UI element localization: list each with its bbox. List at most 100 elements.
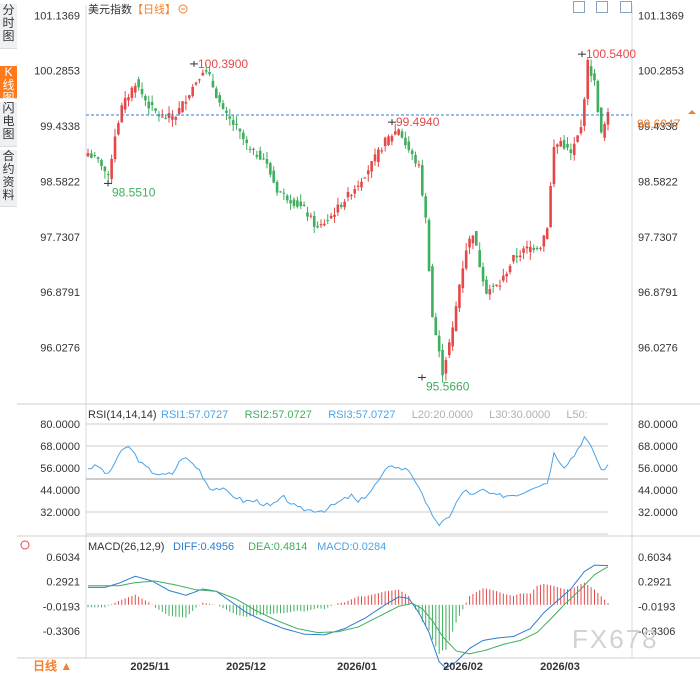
y-tick-right: 101.1369 [638,10,684,22]
candle-body [478,250,481,268]
candle-body [117,123,120,135]
candle-body [471,235,475,244]
candle-body [350,195,353,197]
candle-body [589,66,593,76]
annotation-label: 98.5510 [112,185,156,199]
candle-body [380,150,384,152]
candle-body [103,166,107,172]
current-price-label: 99.6047 [637,117,681,131]
candle-body [603,124,606,138]
candle-body [154,108,157,111]
candle-body [447,342,451,356]
candle-body [272,170,276,183]
sun-icon [20,540,30,550]
candle-body [356,185,360,187]
candle-body [296,200,299,207]
x-tick-label: 2025/12 [226,661,266,673]
candle-body [552,146,556,185]
candle-body [242,132,245,140]
candle-body [106,174,110,176]
candle-body [292,199,296,206]
candle-body [488,289,492,295]
chart-title: 美元指数【日线】 [88,2,176,16]
candle-body [144,95,147,101]
x-tick-label: 2026/01 [337,661,377,673]
candle-body [502,275,505,281]
candle-body [491,285,495,287]
macd-y-tick-right: 0.2921 [638,577,672,589]
macd-legend-item: MACD:0.0284 [317,541,386,553]
y-tick-left: 97.7307 [40,232,80,244]
rsi-legend-item: L30:30.0000 [489,409,550,421]
macd-diff-line [88,564,608,669]
candle-body [579,127,583,134]
candle-body [86,153,90,157]
candle-body [529,246,532,253]
rsi-y-tick-right: 80.0000 [638,419,678,431]
y-tick-right: 96.8791 [638,287,678,299]
candle-body [90,153,93,158]
candle-body [235,123,238,126]
candle-body [542,235,546,247]
candle-body [417,164,421,166]
side-tab-0[interactable]: 分时图 [0,4,17,49]
expand-icon[interactable] [573,1,585,13]
candle-body [441,349,444,376]
candle-body [252,148,255,150]
rsi-title: RSI(14,14,14) [88,409,156,421]
side-tab-2[interactable]: 闪电图 [0,102,17,147]
side-tab-3[interactable]: 合约资料 [0,150,17,207]
candle-body [177,108,181,114]
candle-body [444,360,448,374]
candle-body [258,150,262,160]
candle-body [606,112,610,125]
y-tick-left: 96.0276 [40,342,80,354]
rsi-legend-item: RSI3:57.0727 [328,409,395,421]
candle-body [248,148,252,150]
candle-body [383,137,387,147]
candle-body [414,154,417,164]
shrink-icon[interactable] [596,1,608,13]
candle-body [397,129,400,135]
candle-body [133,85,137,93]
candle-body [468,238,471,248]
candle-body [424,196,427,218]
candle-body [120,105,124,123]
candle-body [96,157,100,160]
y-tick-left: 99.4338 [40,121,80,133]
macd-y-tick-left: -0.0193 [43,601,80,613]
candle-body [498,285,502,287]
candle-body [140,88,144,95]
candle-body [225,110,228,113]
candle-body [265,159,269,164]
candle-body [164,117,167,119]
candle-body [218,95,221,103]
fullscreen-icon[interactable] [620,1,632,13]
candle-body [535,247,539,249]
candle-body [329,215,333,219]
candle-body [245,139,249,144]
candle-body [458,284,461,308]
candle-body [198,79,201,81]
x-tick-label: 2026/03 [540,661,580,673]
candle-body [323,223,326,226]
period-selector[interactable]: 日线 ▲ [33,659,73,673]
macd-y-tick-left: 0.2921 [46,577,80,589]
candle-body [346,191,350,198]
candle-body [147,101,151,109]
candle-body [231,120,235,125]
price-marker-icon [688,109,696,114]
candle-body [191,86,194,96]
candle-body [326,219,330,221]
candle-body [454,306,458,331]
macd-dea-line [88,566,609,655]
rsi-legend-item: L50: [566,409,587,421]
candle-body [262,158,265,160]
rsi-y-tick-right: 32.0000 [638,507,678,519]
candle-body [228,116,232,119]
period-tag: 【日线】 [132,2,176,16]
candle-body [137,79,140,88]
